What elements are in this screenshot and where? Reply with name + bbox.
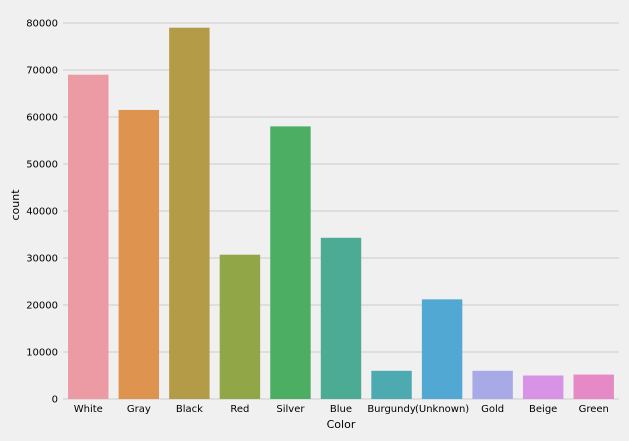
bar-black bbox=[169, 27, 210, 399]
bar-white bbox=[68, 74, 109, 399]
y-tick-label: 80000 bbox=[26, 19, 58, 30]
x-tick-label: Blue bbox=[330, 404, 352, 415]
x-tick-label: Black bbox=[176, 404, 203, 415]
y-tick-label: 40000 bbox=[26, 207, 58, 218]
bar-red bbox=[219, 254, 261, 399]
bar-burgundy bbox=[371, 370, 412, 399]
x-tick-labels: White Gray Black Red Silver Blue Burgundy (Unkn… bbox=[74, 404, 609, 415]
x-tick-label: Beige bbox=[529, 404, 557, 415]
y-tick-label: 30000 bbox=[26, 254, 58, 265]
x-tick-label: Gold bbox=[481, 404, 504, 415]
bar-unknown bbox=[421, 299, 463, 399]
x-tick-label: (Unknown) bbox=[415, 404, 469, 415]
y-tick-labels: 0 10000 20000 30000 40000 50000 60000 70000 8000… bbox=[26, 19, 58, 406]
bar-blue bbox=[320, 237, 362, 399]
bar-beige bbox=[522, 375, 564, 399]
y-tick-label: 0 bbox=[52, 395, 58, 406]
y-tick-label: 60000 bbox=[26, 113, 58, 124]
y-axis-label: count bbox=[9, 189, 22, 221]
y-tick-label: 50000 bbox=[26, 160, 58, 171]
bar-silver bbox=[270, 126, 311, 400]
bar-gold bbox=[472, 370, 513, 399]
y-tick-label: 70000 bbox=[26, 66, 58, 77]
bars bbox=[68, 27, 614, 400]
x-tick-label: Green bbox=[579, 404, 609, 415]
x-tick-label: Burgundy bbox=[367, 404, 416, 415]
x-tick-label: Silver bbox=[276, 404, 305, 415]
x-tick-label: Gray bbox=[127, 404, 151, 415]
y-tick-label: 20000 bbox=[26, 301, 58, 312]
bar-green bbox=[573, 374, 614, 399]
x-tick-label: Red bbox=[230, 404, 249, 415]
x-tick-label: White bbox=[74, 404, 103, 415]
y-tick-label: 10000 bbox=[26, 348, 58, 359]
bar-gray bbox=[118, 109, 160, 399]
x-axis-label: Color bbox=[327, 418, 356, 431]
